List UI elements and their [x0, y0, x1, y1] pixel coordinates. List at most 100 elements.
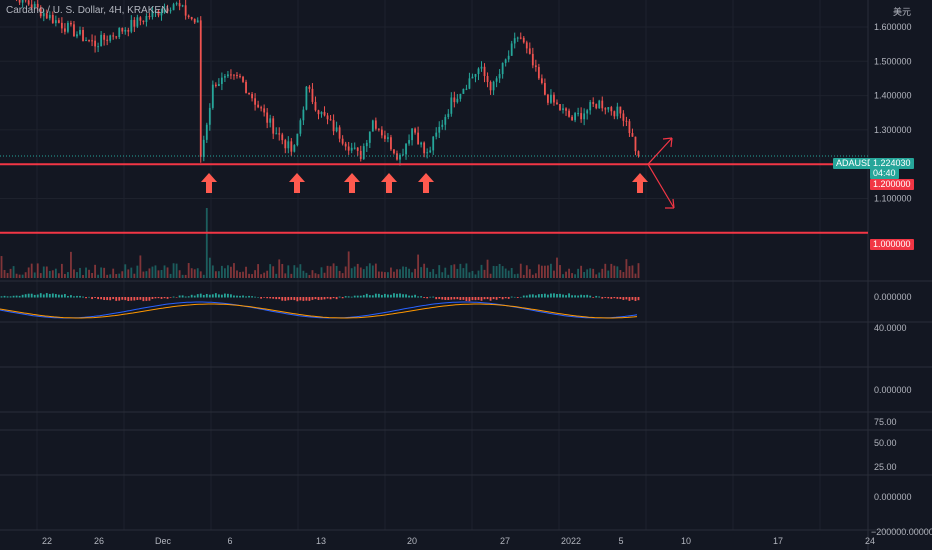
candle[interactable] — [332, 114, 335, 136]
candle[interactable] — [76, 31, 78, 39]
candle[interactable] — [341, 135, 344, 146]
candle[interactable] — [42, 9, 45, 22]
candle[interactable] — [18, 0, 21, 6]
candle[interactable] — [429, 146, 432, 154]
candle[interactable] — [163, 3, 166, 14]
candle[interactable] — [88, 39, 90, 43]
candle[interactable] — [377, 128, 380, 132]
candle[interactable] — [544, 78, 546, 96]
currency-label[interactable]: 美元 — [893, 7, 912, 17]
candle[interactable] — [260, 105, 263, 112]
candle[interactable] — [27, 0, 30, 6]
candle[interactable] — [384, 130, 386, 142]
candle[interactable] — [589, 100, 592, 115]
candle[interactable] — [145, 13, 148, 27]
candle[interactable] — [293, 144, 296, 153]
candle[interactable] — [278, 127, 281, 141]
candle[interactable] — [347, 141, 350, 155]
candle[interactable] — [447, 109, 450, 120]
candle[interactable] — [522, 36, 525, 44]
candle[interactable] — [577, 107, 580, 117]
candle[interactable] — [480, 61, 483, 72]
candle[interactable] — [85, 37, 87, 42]
candle[interactable] — [51, 11, 54, 24]
candle[interactable] — [492, 80, 495, 96]
candle[interactable] — [616, 102, 619, 120]
candle[interactable] — [115, 35, 118, 40]
candle[interactable] — [311, 83, 314, 105]
candle[interactable] — [142, 20, 145, 25]
candle[interactable] — [595, 103, 598, 110]
candle[interactable] — [423, 141, 426, 158]
candle[interactable] — [408, 134, 410, 146]
candle[interactable] — [178, 0, 181, 11]
candle[interactable] — [190, 16, 193, 21]
symbol-title[interactable]: Cardano / U. S. Dollar, 4H, KRAKEN — [6, 5, 169, 16]
candle[interactable] — [139, 16, 142, 26]
candle[interactable] — [580, 107, 583, 123]
candle[interactable] — [245, 79, 247, 94]
candle[interactable] — [344, 141, 347, 151]
candle[interactable] — [634, 136, 637, 156]
candle[interactable] — [547, 93, 549, 106]
candle[interactable] — [525, 40, 528, 54]
candle[interactable] — [510, 40, 513, 56]
candle[interactable] — [414, 127, 416, 135]
candle[interactable] — [444, 114, 447, 131]
candle[interactable] — [583, 108, 586, 126]
candle[interactable] — [592, 97, 595, 108]
candle[interactable] — [495, 76, 498, 88]
candle[interactable] — [60, 17, 63, 34]
candle[interactable] — [181, 4, 184, 8]
candle[interactable] — [54, 15, 57, 27]
candle[interactable] — [290, 138, 293, 156]
candle[interactable] — [136, 14, 139, 29]
candle[interactable] — [133, 17, 136, 32]
candle[interactable] — [550, 89, 552, 105]
candle[interactable] — [296, 133, 299, 147]
candle[interactable] — [224, 74, 226, 82]
bounce-arrow-icon[interactable] — [289, 173, 305, 193]
candle[interactable] — [317, 109, 320, 120]
candle[interactable] — [202, 135, 205, 162]
candle[interactable] — [272, 115, 275, 140]
candle[interactable] — [453, 91, 456, 108]
candle[interactable] — [160, 8, 163, 21]
candle[interactable] — [217, 78, 220, 87]
bounce-arrow-icon[interactable] — [632, 173, 648, 193]
candle[interactable] — [565, 107, 567, 116]
candle[interactable] — [417, 126, 420, 145]
candle[interactable] — [205, 122, 208, 143]
candle[interactable] — [353, 142, 356, 150]
candle[interactable] — [456, 94, 459, 104]
candle[interactable] — [371, 119, 374, 132]
projection-down-arrow[interactable] — [647, 163, 675, 209]
candle[interactable] — [211, 80, 214, 110]
candle[interactable] — [239, 73, 241, 79]
candle[interactable] — [598, 99, 601, 109]
candle[interactable] — [568, 108, 570, 118]
candle[interactable] — [501, 62, 504, 79]
drawing-overlays[interactable] — [0, 137, 868, 234]
candle[interactable] — [335, 121, 338, 133]
candle[interactable] — [199, 16, 202, 163]
candle[interactable] — [402, 148, 404, 156]
candle[interactable] — [308, 85, 311, 93]
candle[interactable] — [622, 110, 625, 127]
candle[interactable] — [468, 72, 471, 90]
bounce-arrow-icon[interactable] — [201, 173, 217, 193]
candle[interactable] — [154, 10, 157, 17]
candle[interactable] — [130, 15, 133, 34]
candle[interactable] — [70, 20, 72, 27]
candle[interactable] — [166, 4, 169, 14]
candle[interactable] — [483, 63, 486, 83]
candle[interactable] — [441, 119, 444, 130]
candle[interactable] — [628, 119, 631, 137]
candle[interactable] — [368, 131, 371, 149]
candle[interactable] — [184, 0, 187, 20]
candle[interactable] — [471, 73, 474, 79]
candle[interactable] — [625, 116, 628, 127]
candle[interactable] — [562, 103, 564, 114]
candle[interactable] — [248, 92, 250, 96]
candle[interactable] — [109, 34, 112, 43]
